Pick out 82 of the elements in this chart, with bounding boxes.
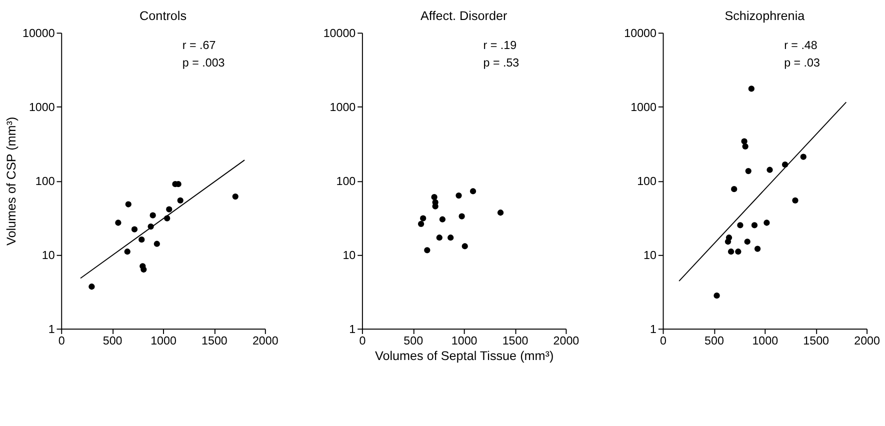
- point: [418, 220, 424, 228]
- point: [439, 216, 446, 222]
- y-tick-label: 100: [35, 175, 56, 188]
- x-tick-label: 2000: [854, 334, 881, 348]
- x-tick-label: 2000: [553, 334, 580, 348]
- point: [436, 234, 442, 241]
- point: [766, 166, 773, 173]
- point: [125, 201, 132, 208]
- x-tick-label: 2000: [252, 334, 279, 348]
- point: [424, 247, 430, 254]
- x-tick-label: 0: [660, 334, 668, 348]
- annotation: p = .003: [182, 56, 225, 70]
- y-tick-label: 10000: [323, 27, 356, 40]
- point: [742, 143, 748, 150]
- point: [124, 248, 130, 255]
- point: [232, 194, 238, 200]
- point: [420, 215, 426, 222]
- y-tick-label: 10000: [22, 27, 56, 40]
- annotation: r = .19: [483, 39, 517, 52]
- x-tick-label: 500: [404, 334, 424, 348]
- chart-title: Affect. Disorder: [420, 9, 508, 24]
- y-tick-label: 100: [336, 175, 356, 188]
- point: [448, 234, 454, 241]
- point: [138, 236, 145, 243]
- y-tick-label: 10000: [624, 27, 658, 40]
- point: [745, 168, 752, 174]
- x-tick-label: 1000: [752, 334, 779, 348]
- point: [728, 248, 734, 255]
- x-tick-label: 1500: [502, 334, 529, 348]
- annotation: r = .67: [182, 39, 216, 52]
- y-tick-label: 1000: [28, 101, 56, 114]
- point: [737, 222, 744, 228]
- point: [792, 197, 798, 204]
- y-axis-title: Volumes of CSP (mm³): [4, 116, 19, 246]
- chart-title: Controls: [140, 9, 187, 24]
- y-tick-label: 1: [349, 323, 356, 336]
- point: [140, 266, 147, 273]
- point: [744, 238, 750, 245]
- y-tick-label: 10: [342, 249, 356, 262]
- point: [431, 194, 438, 200]
- point: [458, 213, 465, 220]
- point: [462, 243, 468, 250]
- point: [800, 154, 806, 160]
- y-tick-label: 10: [42, 249, 56, 262]
- point: [131, 226, 138, 232]
- point: [177, 197, 184, 204]
- x-tick-label: 1500: [202, 334, 228, 348]
- point: [735, 248, 742, 255]
- point: [748, 86, 754, 92]
- x-tick-label: 0: [359, 334, 366, 348]
- point: [150, 212, 156, 218]
- x-tick-label: 500: [704, 334, 724, 348]
- point: [741, 138, 748, 144]
- point: [115, 220, 122, 226]
- x-tick-label: 1500: [803, 334, 830, 348]
- point: [456, 192, 462, 199]
- x-tick-label: 500: [102, 334, 123, 348]
- y-tick-label: 1000: [330, 101, 356, 114]
- point: [751, 222, 758, 228]
- point: [470, 188, 476, 194]
- x-tick-label: 0: [58, 334, 66, 348]
- point: [154, 240, 160, 247]
- y-tick-label: 1000: [630, 101, 657, 114]
- chart-title: Schizophrenia: [724, 9, 806, 24]
- point: [714, 292, 720, 299]
- point: [731, 186, 738, 192]
- point: [88, 284, 95, 290]
- annotation: p = .53: [483, 56, 520, 70]
- y-tick-label: 100: [637, 175, 657, 188]
- point: [166, 206, 172, 212]
- y-tick-label: 10: [644, 249, 657, 262]
- point: [764, 220, 770, 226]
- point: [754, 246, 761, 252]
- y-tick-label: 1: [650, 323, 656, 336]
- annotation: p = .03: [784, 56, 820, 70]
- point: [497, 210, 504, 216]
- x-tick-label: 1000: [451, 334, 478, 348]
- point: [726, 234, 732, 241]
- annotation: r = .48: [784, 39, 818, 52]
- x-axis-title: Volumes of Septal Tissue (mm³): [374, 349, 554, 364]
- x-tick-label: 1000: [150, 334, 177, 348]
- y-tick-label: 1: [48, 323, 55, 336]
